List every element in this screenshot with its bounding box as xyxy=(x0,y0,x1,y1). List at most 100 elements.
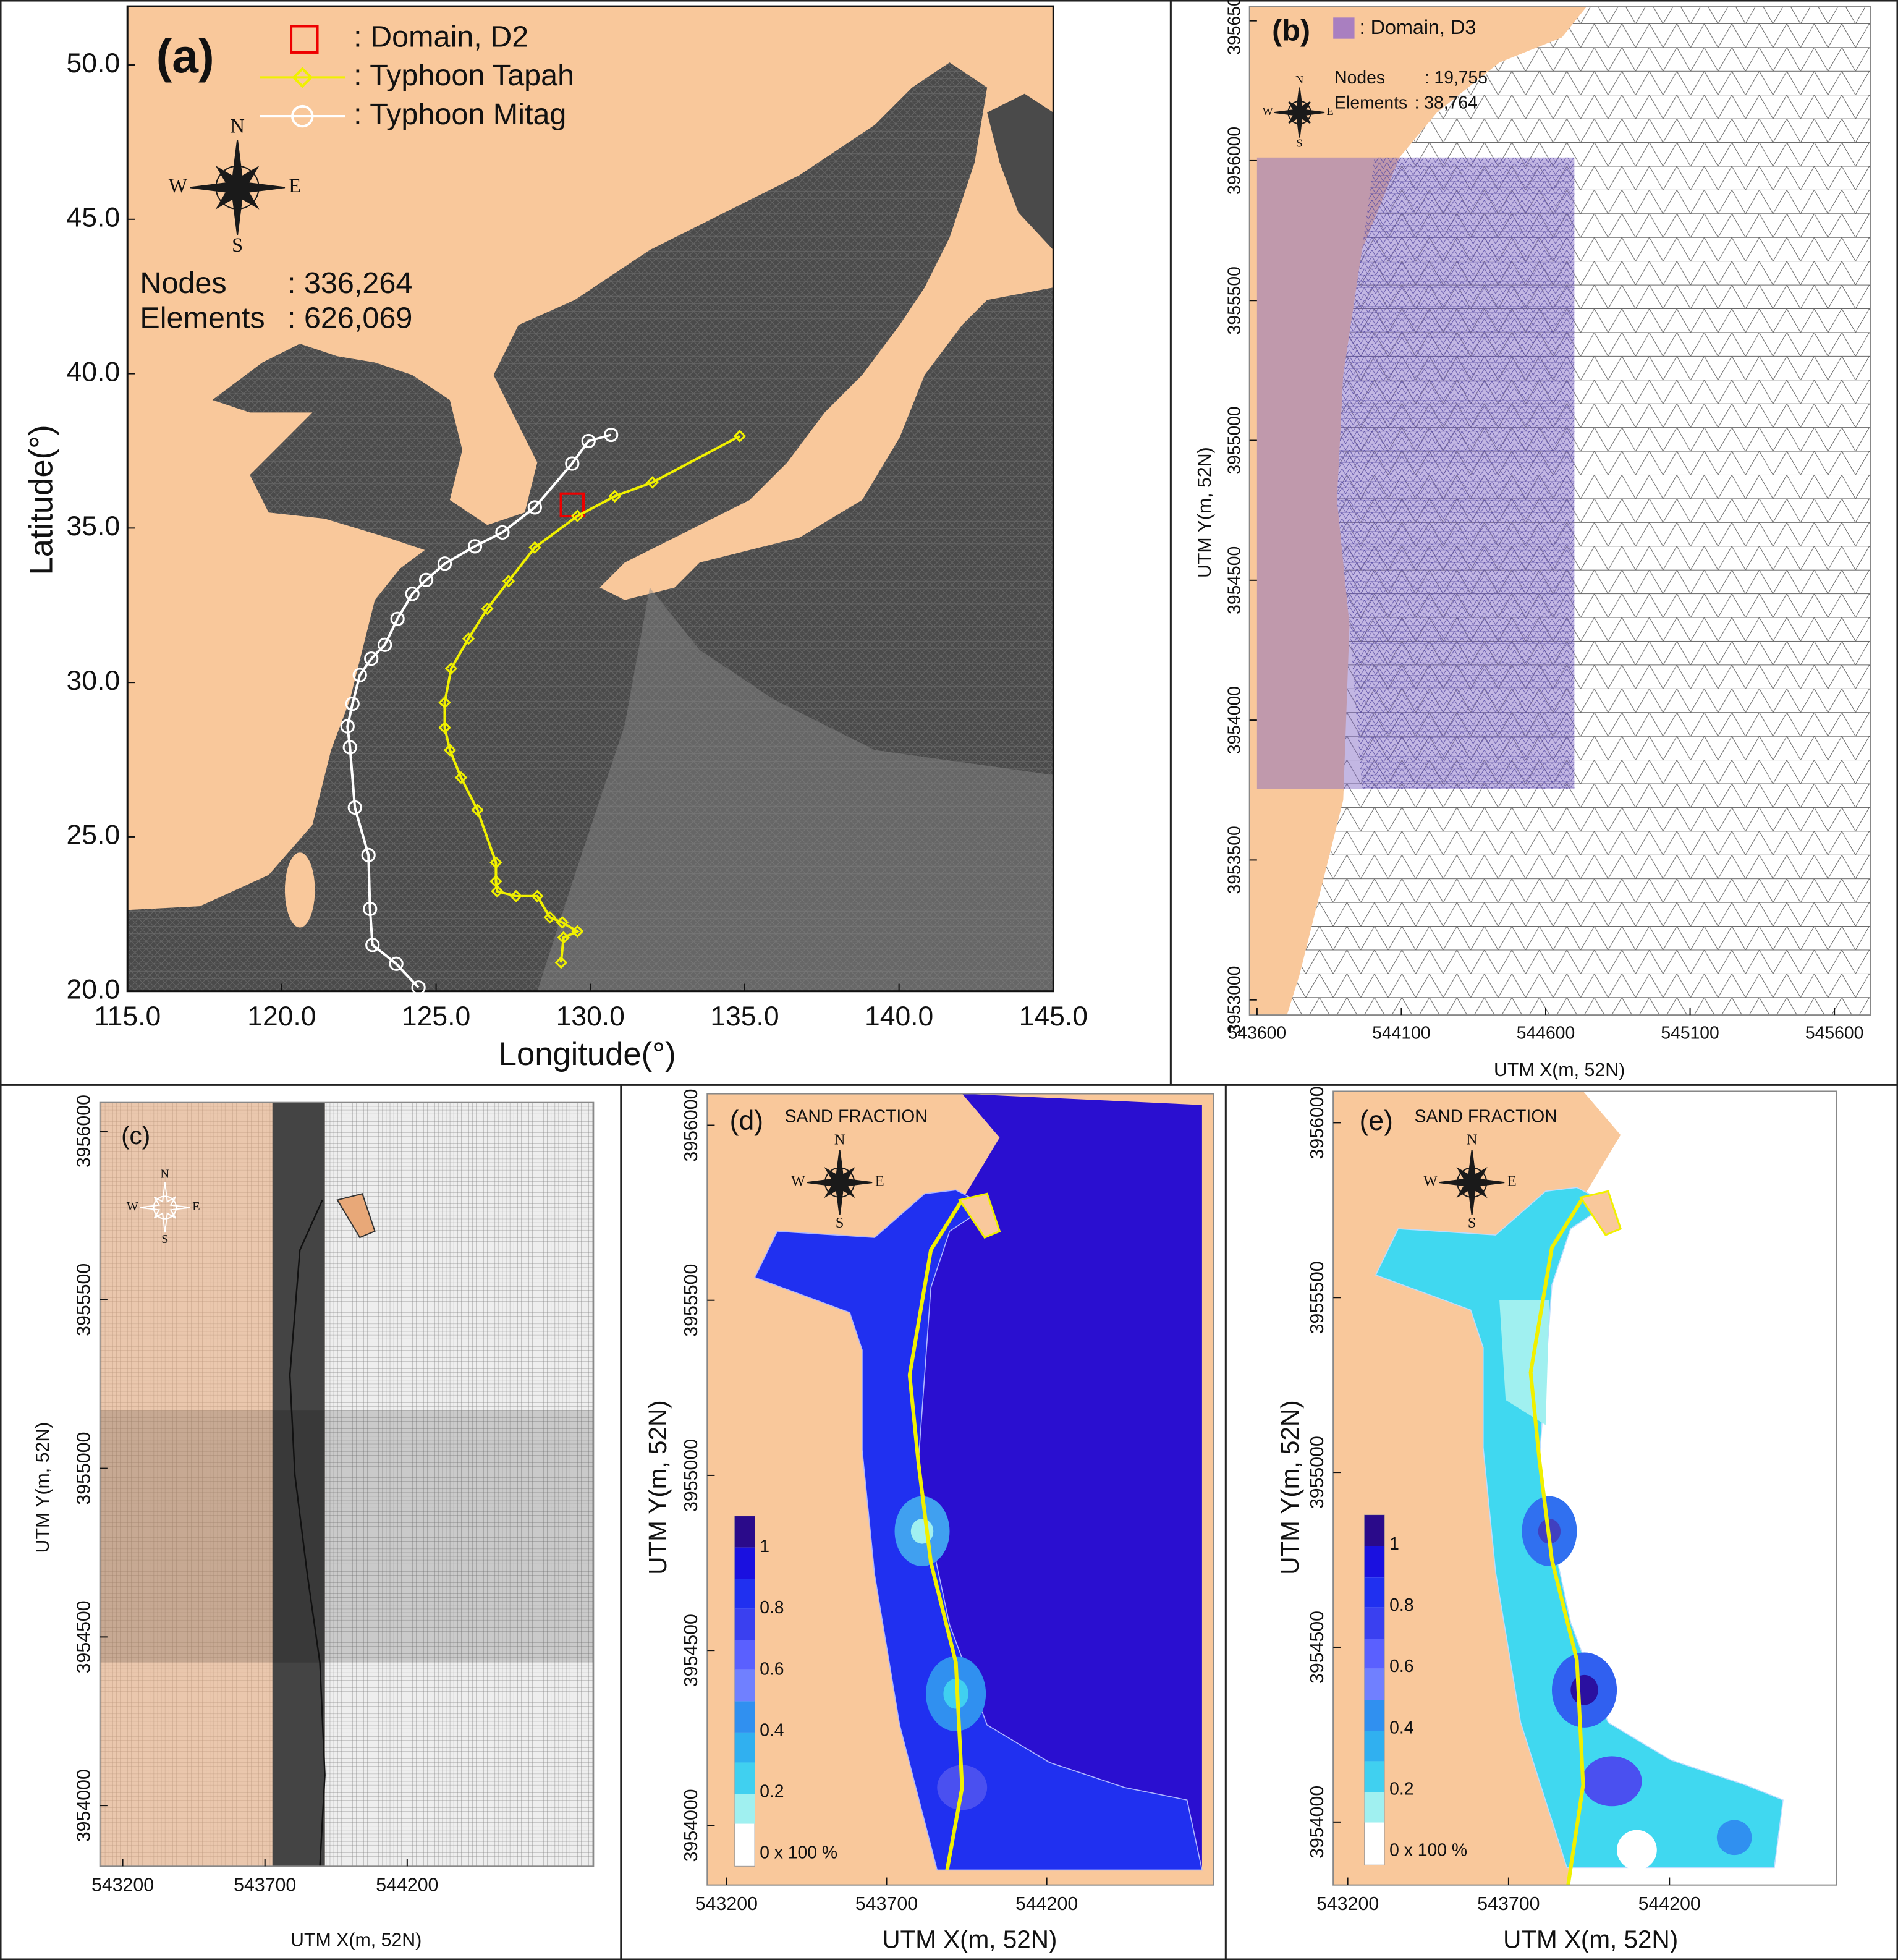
compass-e: E xyxy=(289,174,301,197)
x-tick-label: 544200 xyxy=(1015,1894,1078,1914)
legend-d2: : Domain, D2 xyxy=(354,20,528,54)
y-axis-title: UTM Y(m, 52N) xyxy=(643,1400,672,1574)
x-tick-label: 545600 xyxy=(1805,1022,1863,1042)
track-point xyxy=(364,651,379,666)
x-tick-label: 140.0 xyxy=(865,1001,933,1032)
track-point xyxy=(489,856,502,869)
track-point xyxy=(543,911,557,924)
colorbar-label: 0.8 xyxy=(1389,1595,1413,1614)
compass: N S E W xyxy=(1263,74,1334,150)
legend-d2-swatch xyxy=(290,25,319,54)
x-tick-label: 125.0 xyxy=(402,1001,470,1032)
colorbar-label: 0.6 xyxy=(1389,1656,1413,1676)
x-tick-label: 543700 xyxy=(1477,1894,1540,1914)
colorbar-label: 0.8 xyxy=(760,1597,784,1617)
compass-s: S xyxy=(836,1215,844,1231)
track-point xyxy=(571,925,584,938)
y-tick-label: 3955000 xyxy=(681,1439,701,1512)
track-point xyxy=(342,740,357,755)
y-tick-label: 3955500 xyxy=(1224,266,1244,334)
y-tick-label: 30.0 xyxy=(67,666,121,696)
track-point xyxy=(361,847,376,863)
colorbar-label: 0.4 xyxy=(1389,1717,1413,1737)
colorbar-label: 1 xyxy=(760,1536,769,1556)
x-tick-label: 544600 xyxy=(1517,1022,1575,1042)
y-tick-label: 3954000 xyxy=(74,1769,94,1842)
compass-w: W xyxy=(169,174,188,197)
compass-ring xyxy=(153,1195,177,1220)
track-tapah xyxy=(443,435,740,963)
compass-w: W xyxy=(127,1200,139,1213)
compass-ring xyxy=(824,1167,855,1198)
x-tick-label: 115.0 xyxy=(94,1001,161,1032)
legend-tapah-marker xyxy=(292,67,313,88)
y-tick-label: 3956000 xyxy=(681,1088,701,1161)
compass-n: N xyxy=(161,1168,170,1181)
compass-n: N xyxy=(1295,74,1303,86)
y-tick-label: 3954000 xyxy=(1307,1786,1328,1859)
legend-mitag: : Typhoon Mitag xyxy=(354,98,566,131)
track-point xyxy=(646,476,659,489)
colorbar-label: 1 xyxy=(1389,1534,1399,1553)
track-point xyxy=(502,575,515,588)
track-point xyxy=(340,719,355,734)
colorbar-zero-label: 0 x 100 % xyxy=(1389,1840,1467,1860)
x-tick-label: 135.0 xyxy=(710,1001,779,1032)
x-tick-label: 543700 xyxy=(855,1894,918,1914)
track-point xyxy=(378,637,392,652)
track-point xyxy=(733,430,747,443)
y-tick-label: 3954000 xyxy=(1224,686,1244,754)
y-tick-label: 45.0 xyxy=(67,203,121,233)
x-tick-label: 145.0 xyxy=(1019,1001,1088,1032)
track-point xyxy=(365,938,380,952)
y-tick-label: 3954500 xyxy=(1224,546,1244,614)
compass: N S E W xyxy=(791,1132,884,1231)
colorbar-label: 0.6 xyxy=(760,1658,784,1678)
y-tick-label: 3955500 xyxy=(681,1264,701,1337)
compass-s: S xyxy=(161,1232,168,1246)
y-tick-label: 3954500 xyxy=(74,1600,94,1673)
track-point xyxy=(345,696,360,711)
compass: N S E W xyxy=(127,1168,200,1246)
x-tick-label: 543700 xyxy=(234,1875,296,1896)
track-point xyxy=(481,602,494,615)
y-tick-label: 3955500 xyxy=(74,1263,94,1336)
x-axis-title: Longitude(°) xyxy=(499,1036,676,1072)
colorbar-zero-label: 0 x 100 % xyxy=(760,1843,837,1862)
compass-e: E xyxy=(192,1200,200,1213)
y-tick-label: 3954500 xyxy=(1307,1611,1328,1684)
track-point xyxy=(604,427,619,443)
elements-value: : 626,069 xyxy=(287,302,412,335)
compass-star xyxy=(140,1182,190,1233)
track-point xyxy=(444,662,458,675)
y-tick-label: 20.0 xyxy=(67,974,121,1004)
y-tick-label: 3953500 xyxy=(1224,826,1244,894)
compass-e: E xyxy=(1327,105,1334,117)
y-tick-label: 3955500 xyxy=(1307,1261,1328,1334)
y-tick-label: 3955000 xyxy=(1307,1436,1328,1509)
track-point xyxy=(443,744,457,757)
track-point xyxy=(405,587,420,601)
map-title: SAND FRACTION xyxy=(1415,1106,1557,1126)
compass-e: E xyxy=(1507,1173,1517,1190)
compass-w: W xyxy=(1263,105,1274,117)
x-tick-label: 545100 xyxy=(1661,1022,1719,1042)
track-point xyxy=(554,956,568,969)
y-tick-label: 40.0 xyxy=(67,357,121,387)
track-point xyxy=(495,525,510,540)
x-axis-title: UTM X(m, 52N) xyxy=(1503,1925,1678,1953)
track-point xyxy=(531,889,544,903)
track-point xyxy=(467,539,483,554)
compass-n: N xyxy=(1467,1132,1478,1148)
track-point xyxy=(363,901,378,916)
compass: N S E W xyxy=(169,115,301,257)
compass-s: S xyxy=(1468,1215,1476,1231)
y-tick-label: 3954500 xyxy=(681,1614,701,1687)
panel-label: (e) xyxy=(1360,1106,1393,1136)
compass-ring xyxy=(1456,1167,1488,1198)
x-axis-title: UTM X(m, 52N) xyxy=(1494,1060,1625,1080)
compass-n: N xyxy=(230,115,244,137)
compass-star xyxy=(190,140,286,235)
nodes-value: : 19,755 xyxy=(1425,67,1488,87)
